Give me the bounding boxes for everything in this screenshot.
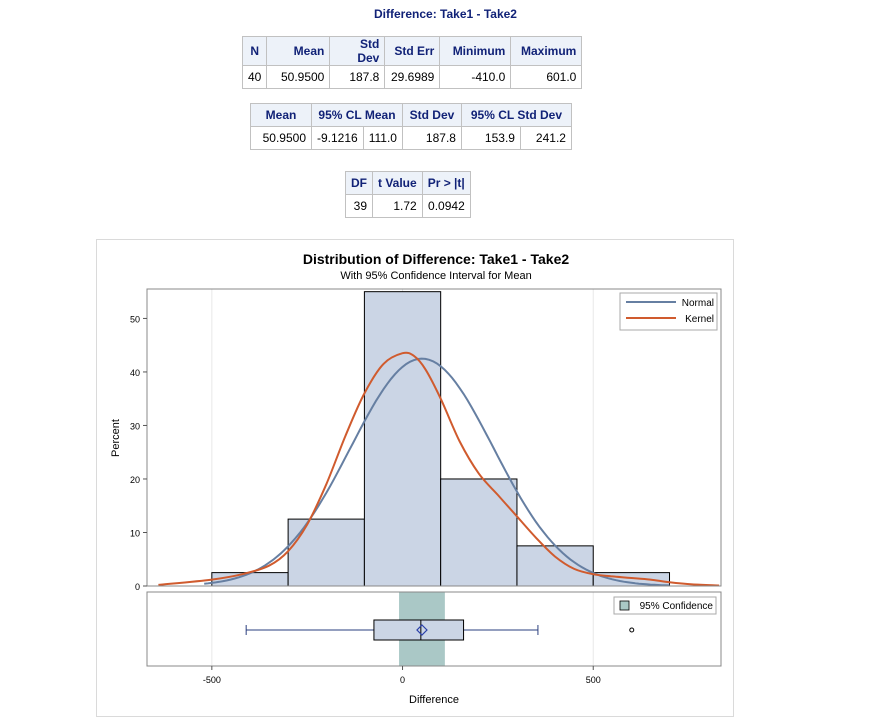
statistics-table: N Mean Std Dev Std Err Minimum Maximum 4… xyxy=(241,36,583,89)
histogram-bar-5 xyxy=(592,572,671,587)
legend-label-normal: Normal xyxy=(682,298,714,309)
cl-cell-mean: 50.9500 xyxy=(250,126,312,150)
x-tick-label-0: -500 xyxy=(203,675,221,685)
density-curves xyxy=(158,351,720,587)
cl-header-std-dev: Std Dev xyxy=(401,103,462,127)
t-cell-t-value: 1.72 xyxy=(372,194,423,218)
page-title: Difference: Take1 - Take2 xyxy=(374,7,517,21)
cl-header-row: Mean 95% CL Mean Std Dev 95% CL Std Dev xyxy=(250,103,572,127)
histogram-plot-frame xyxy=(146,288,722,587)
confidence-legend-label: 95% Confidence xyxy=(640,601,714,612)
y-tick-label-5: 50 xyxy=(130,314,140,324)
stats-header-maximum: Maximum xyxy=(510,36,583,66)
t-header-t-value: t Value xyxy=(372,171,423,195)
cl-cell-std-dev: 187.8 xyxy=(401,126,462,150)
y-tick-label-2: 20 xyxy=(130,475,140,485)
stats-cell-mean: 50.9500 xyxy=(266,65,331,89)
cl-header-mean: Mean xyxy=(250,103,312,127)
boxplot-panel xyxy=(245,592,635,666)
cl-cell-upper-std-dev: 241.2 xyxy=(519,126,572,150)
stats-cell-maximum: 601.0 xyxy=(510,65,583,89)
histogram-bar-1 xyxy=(287,518,365,587)
cl-cell-lower-std-dev: 153.9 xyxy=(460,126,521,150)
t-test-table: DF t Value Pr > |t| 39 1.72 0.0942 xyxy=(345,171,471,218)
stats-cell-std-err: 29.6989 xyxy=(384,65,441,89)
stats-data-row: 40 50.9500 187.8 29.6989 -410.0 601.0 xyxy=(241,65,583,89)
confidence-limits-table: Mean 95% CL Mean Std Dev 95% CL Std Dev … xyxy=(250,103,572,150)
cl-header-cl-std-dev: 95% CL Std Dev xyxy=(460,103,572,127)
x-axis: -500 0 500 xyxy=(203,666,601,685)
x-axis-label: Difference xyxy=(409,694,459,706)
normal-curve xyxy=(204,357,670,587)
box-iqr xyxy=(373,619,465,641)
distribution-figure: Distribution of Difference: Take1 - Take… xyxy=(96,239,734,717)
chart-title: Distribution of Difference: Take1 - Take… xyxy=(303,251,570,267)
cl-header-cl-mean: 95% CL Mean xyxy=(311,103,403,127)
stats-header-std-dev: Std Dev xyxy=(329,36,386,66)
t-data-row: 39 1.72 0.0942 xyxy=(345,194,471,218)
kernel-curve xyxy=(158,351,720,587)
stats-cell-minimum: -410.0 xyxy=(439,65,512,89)
histogram-bar-2 xyxy=(363,291,442,587)
y-tick-label-0: 0 xyxy=(135,582,140,592)
y-axis-label: Percent xyxy=(110,419,122,457)
x-tick-label-1: 0 xyxy=(400,675,405,685)
chart-legend: Normal Kernel xyxy=(619,292,718,331)
y-tick-label-3: 30 xyxy=(130,421,140,431)
y-axis: 0 10 20 30 40 50 xyxy=(130,314,147,592)
stats-header-std-err: Std Err xyxy=(384,36,441,66)
chart-subtitle: With 95% Confidence Interval for Mean xyxy=(340,270,531,282)
t-header-df: DF xyxy=(345,171,373,195)
t-cell-p-value: 0.0942 xyxy=(421,194,471,218)
cl-cell-upper-mean: 111.0 xyxy=(362,126,403,150)
cl-cell-lower-mean: -9.1216 xyxy=(311,126,364,150)
stats-cell-std-dev: 187.8 xyxy=(329,65,386,89)
boxplot-plot-frame xyxy=(146,591,722,667)
legend-box xyxy=(619,292,718,331)
x-tick-label-2: 500 xyxy=(586,675,601,685)
stats-header-mean: Mean xyxy=(266,36,331,66)
histogram-bar-3 xyxy=(440,478,518,587)
legend-label-kernel: Kernel xyxy=(685,314,714,325)
outlier-point-0 xyxy=(629,627,635,633)
confidence-legend-swatch xyxy=(619,600,630,611)
cl-data-row: 50.9500 -9.1216 111.0 187.8 153.9 241.2 xyxy=(250,126,572,150)
confidence-legend: 95% Confidence xyxy=(613,596,717,615)
stats-header-n: N xyxy=(241,36,268,66)
y-tick-label-1: 10 xyxy=(130,528,140,538)
histogram-bar-0 xyxy=(211,572,289,587)
stats-header-minimum: Minimum xyxy=(439,36,512,66)
stats-cell-n: 40 xyxy=(241,65,268,89)
t-header-row: DF t Value Pr > |t| xyxy=(345,171,471,195)
confidence-legend-box xyxy=(613,596,717,615)
y-tick-label-4: 40 xyxy=(130,368,140,378)
stats-header-row: N Mean Std Dev Std Err Minimum Maximum xyxy=(241,36,583,66)
t-header-p-value: Pr > |t| xyxy=(421,171,471,195)
t-cell-df: 39 xyxy=(345,194,373,218)
box-mean-marker xyxy=(416,624,428,636)
